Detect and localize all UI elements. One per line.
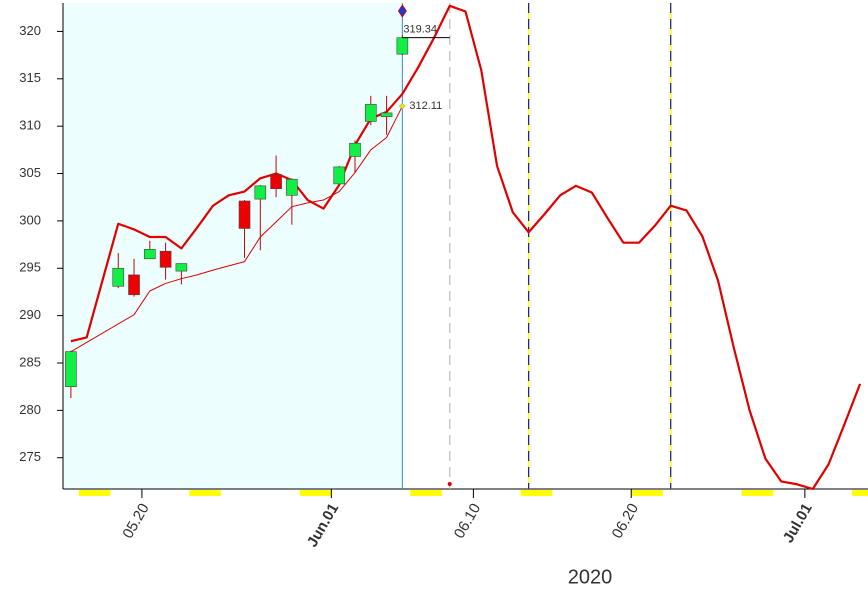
candle-body <box>128 274 140 296</box>
y-tick-label: 320 <box>19 23 41 38</box>
weekend-mark <box>647 490 663 496</box>
year-label: 2020 <box>568 566 613 588</box>
candle-body <box>380 112 393 117</box>
y-tick-label: 295 <box>19 260 41 275</box>
weekend-mark <box>189 490 206 496</box>
candle-body <box>159 250 172 268</box>
y-tick-label: 310 <box>19 118 41 133</box>
weekend-mark <box>299 490 316 496</box>
weekend-mark <box>631 490 648 496</box>
price-line <box>70 4 862 491</box>
ma-diamond <box>399 102 406 110</box>
x-tick-label: 06.10 <box>451 500 484 541</box>
price-line <box>70 105 403 353</box>
weekend-mark <box>205 490 221 496</box>
candle-body <box>349 142 361 157</box>
candle-body <box>238 200 251 229</box>
candle-body <box>333 166 346 185</box>
y-tick-label: 305 <box>19 165 41 180</box>
history-diamond <box>397 4 407 18</box>
x-tick-label: 06.20 <box>609 500 642 541</box>
candle-body <box>270 174 282 189</box>
candle-body <box>364 104 377 122</box>
weekend-mark <box>426 490 442 496</box>
ma-label: 312.11 <box>409 100 442 112</box>
candle-body <box>286 178 298 196</box>
history-shade <box>63 3 403 489</box>
y-tick-label: 280 <box>19 402 41 417</box>
weekend-mark <box>78 490 95 496</box>
weekend-mark <box>757 490 774 496</box>
projection-dot <box>447 482 452 486</box>
y-tick-label: 315 <box>19 70 41 85</box>
candle-body <box>396 37 409 55</box>
candle-body <box>254 185 267 200</box>
x-tick-label: 05.20 <box>119 500 152 541</box>
weekend-mark <box>520 490 537 496</box>
candle-body <box>175 263 188 272</box>
candle-body <box>112 267 125 287</box>
y-tick-label: 275 <box>19 449 41 464</box>
x-tick-label: Jun.01 <box>304 500 342 550</box>
y-tick-label: 285 <box>19 354 41 369</box>
x-tick-label: Jul.01 <box>780 500 816 545</box>
close-label: 319.34 <box>403 24 437 36</box>
weekend-mark <box>315 490 332 496</box>
candle-body <box>65 351 77 387</box>
weekend-mark <box>741 490 758 496</box>
weekend-mark <box>94 490 111 496</box>
y-tick-label: 300 <box>19 212 41 227</box>
weekend-mark <box>410 490 427 496</box>
candle-body <box>144 249 156 260</box>
weekend-mark <box>536 490 553 496</box>
y-tick-label: 290 <box>19 307 41 322</box>
weekend-mark <box>852 490 868 496</box>
